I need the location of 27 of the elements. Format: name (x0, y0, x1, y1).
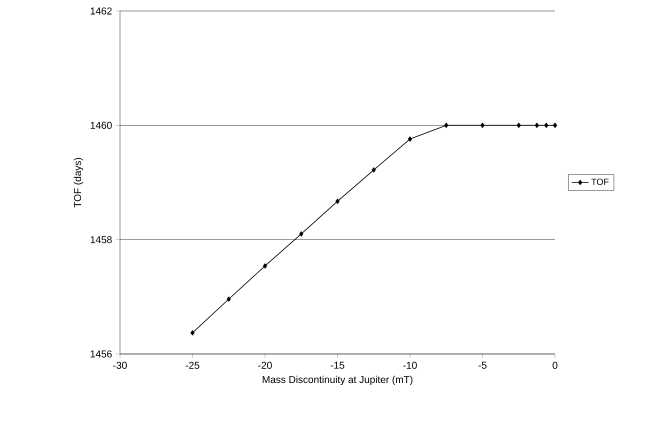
point (516, 122, 521, 128)
x-tick-label: -25 (186, 362, 200, 369)
x-axis-title: Mass Discontinuity at Jupiter (mT) (262, 376, 412, 386)
y-axis-title: TOF (days) (74, 158, 84, 208)
y-tick-label: 1462 (90, 7, 112, 15)
point (226, 296, 231, 302)
point (544, 122, 548, 128)
point (552, 122, 558, 128)
legend-label: TOF (591, 178, 609, 185)
x-tick-label: 0 (552, 362, 558, 369)
y-tick-label: 1456 (90, 350, 112, 358)
point (262, 263, 268, 269)
point (299, 231, 304, 237)
x-tick-label: -20 (258, 362, 272, 369)
y-tick-label: 1460 (90, 122, 112, 129)
point (335, 198, 340, 204)
point (190, 330, 195, 336)
point (408, 136, 412, 142)
y-tick-label: 1458 (90, 236, 112, 244)
point (444, 122, 448, 128)
x-tick-label: -15 (330, 362, 344, 369)
point (534, 122, 539, 128)
x-tick-label: -10 (403, 362, 417, 369)
x-tick-label: -30 (113, 362, 127, 369)
point (372, 167, 376, 173)
point (480, 122, 485, 128)
x-tick-label: -5 (478, 362, 487, 369)
